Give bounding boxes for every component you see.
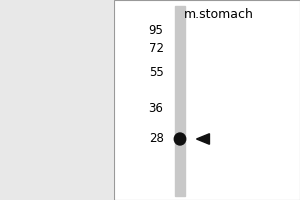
Ellipse shape — [174, 133, 186, 145]
Text: m.stomach: m.stomach — [184, 8, 254, 21]
Text: 55: 55 — [149, 66, 164, 79]
Bar — [0, 0, 114, 200]
Bar — [114, 0, 300, 200]
Polygon shape — [196, 134, 209, 144]
Text: 28: 28 — [148, 132, 164, 146]
Text: 95: 95 — [148, 24, 164, 38]
Text: 36: 36 — [148, 102, 164, 116]
Bar — [175, 6, 185, 196]
Bar — [114, 0, 300, 200]
Text: 72: 72 — [148, 43, 164, 55]
